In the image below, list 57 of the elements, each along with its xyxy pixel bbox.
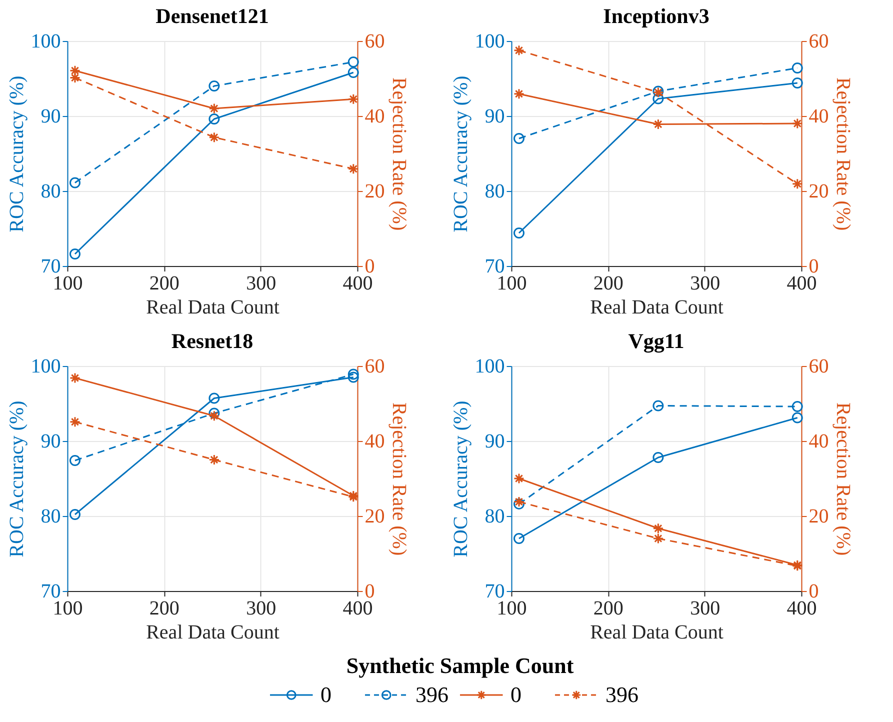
y2-tick-label: 20 bbox=[364, 506, 385, 528]
y-tick-label: 70 bbox=[40, 580, 61, 602]
y-tick-label: 80 bbox=[484, 506, 505, 528]
y2-tick-label: 60 bbox=[808, 356, 829, 378]
y-axis-title: ROC Accuracy (%) bbox=[6, 76, 28, 232]
y2-tick-label: 60 bbox=[364, 356, 385, 378]
y-tick-label: 90 bbox=[40, 430, 61, 452]
y2-axis-title: Rejection Rate (%) bbox=[832, 402, 854, 556]
y2-tick-label: 40 bbox=[364, 430, 385, 452]
legend-label: 396 bbox=[416, 682, 448, 707]
y-tick-label: 90 bbox=[40, 106, 61, 128]
chart-title: Inceptionv3 bbox=[603, 4, 710, 28]
y-tick-label: 100 bbox=[474, 356, 505, 378]
x-tick-label: 300 bbox=[246, 598, 276, 620]
y-tick-label: 80 bbox=[484, 180, 505, 202]
y2-tick-label: 20 bbox=[808, 180, 829, 202]
y-tick-label: 90 bbox=[484, 430, 505, 452]
y-axis-title: ROC Accuracy (%) bbox=[450, 76, 472, 232]
legend-label: 0 bbox=[510, 682, 522, 707]
y-tick-label: 70 bbox=[484, 256, 505, 278]
legend-label: 396 bbox=[606, 682, 638, 707]
legend-title: Synthetic Sample Count bbox=[346, 653, 574, 678]
y-axis-title: ROC Accuracy (%) bbox=[450, 400, 472, 558]
x-tick-label: 200 bbox=[149, 598, 180, 620]
y-tick-label: 90 bbox=[484, 106, 505, 128]
chart-title: Densenet121 bbox=[156, 4, 269, 28]
x-tick-label: 300 bbox=[690, 598, 720, 620]
y-tick-label: 100 bbox=[474, 30, 505, 52]
y-tick-label: 80 bbox=[40, 180, 61, 202]
x-tick-label: 300 bbox=[246, 272, 276, 294]
y-axis-title: ROC Accuracy (%) bbox=[6, 400, 28, 558]
y2-tick-label: 40 bbox=[808, 106, 829, 128]
y-tick-label: 100 bbox=[30, 30, 61, 52]
y2-axis-title: Rejection Rate (%) bbox=[388, 402, 410, 556]
y2-tick-label: 20 bbox=[364, 180, 385, 202]
y2-tick-label: 40 bbox=[808, 430, 829, 452]
x-tick-label: 200 bbox=[149, 272, 180, 294]
y-tick-label: 100 bbox=[30, 356, 61, 378]
x-tick-label: 300 bbox=[690, 272, 720, 294]
y2-tick-label: 60 bbox=[364, 30, 385, 52]
y-tick-label: 70 bbox=[484, 580, 505, 602]
legend-label: 0 bbox=[320, 682, 332, 707]
y2-tick-label: 60 bbox=[808, 30, 829, 52]
x-axis-title: Real Data Count bbox=[146, 622, 280, 644]
y2-tick-label: 20 bbox=[808, 506, 829, 528]
chart-title: Resnet18 bbox=[171, 329, 254, 353]
x-tick-label: 200 bbox=[593, 598, 624, 620]
y2-tick-label: 40 bbox=[364, 106, 385, 128]
y2-axis-title: Rejection Rate (%) bbox=[832, 77, 854, 231]
x-tick-label: 200 bbox=[593, 272, 624, 294]
y-tick-label: 70 bbox=[40, 256, 61, 278]
chart-title: Vgg11 bbox=[628, 329, 684, 353]
y2-axis-title: Rejection Rate (%) bbox=[388, 77, 410, 231]
x-axis-title: Real Data Count bbox=[146, 296, 280, 318]
x-axis-title: Real Data Count bbox=[590, 296, 724, 318]
x-axis-title: Real Data Count bbox=[590, 622, 724, 644]
y-tick-label: 80 bbox=[40, 506, 61, 528]
